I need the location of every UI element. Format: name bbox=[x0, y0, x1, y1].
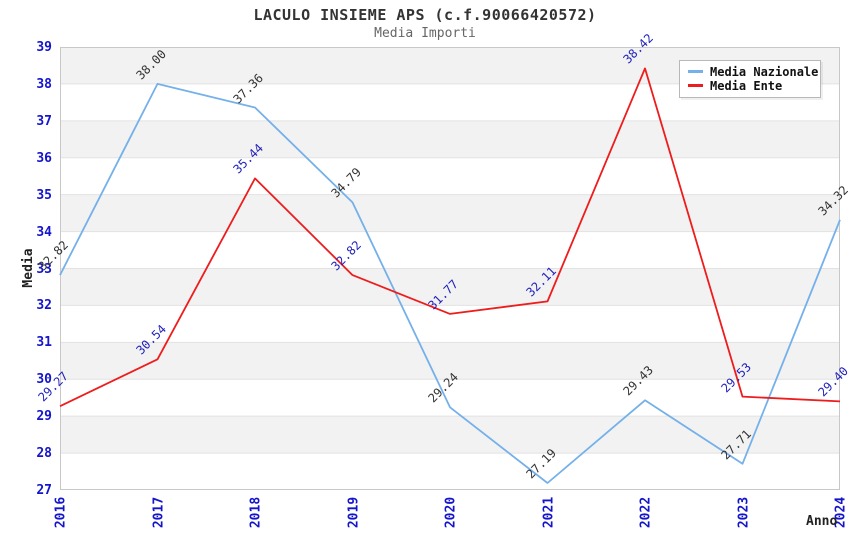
y-tick-label: 34 bbox=[36, 224, 52, 240]
legend: Media Nazionale Media Ente bbox=[679, 60, 821, 98]
grid-band bbox=[60, 379, 840, 417]
x-tick-label: 2022 bbox=[638, 496, 654, 529]
y-tick-label: 28 bbox=[36, 446, 52, 462]
series-line-media-ente bbox=[59, 67, 841, 408]
x-axis-title: Anno bbox=[806, 514, 838, 529]
plot-border bbox=[60, 47, 840, 490]
x-tick-label: 2017 bbox=[151, 496, 166, 529]
x-tick-label: 2016 bbox=[53, 496, 69, 529]
legend-swatch-media-ente-icon bbox=[688, 84, 703, 87]
y-axis-title: Media bbox=[21, 248, 36, 288]
x-tick-label: 2023 bbox=[736, 496, 751, 529]
plot-area bbox=[59, 47, 841, 490]
grid-band bbox=[60, 416, 840, 454]
x-tick-label: 2020 bbox=[443, 496, 459, 529]
x-tick-label: 2018 bbox=[248, 496, 264, 529]
grid-band bbox=[60, 305, 840, 343]
grid-band bbox=[60, 120, 840, 158]
chart-subtitle: Media Importi bbox=[374, 26, 476, 41]
y-tick-label: 35 bbox=[36, 187, 52, 203]
y-tick-label: 30 bbox=[36, 372, 52, 388]
x-tick-label: 2021 bbox=[541, 496, 556, 529]
y-tick-label: 36 bbox=[36, 150, 52, 166]
legend-swatch-media-nazionale-icon bbox=[688, 70, 703, 73]
grid-band bbox=[60, 453, 840, 490]
y-tick-label: 33 bbox=[36, 261, 52, 277]
series-line-media-nazionale bbox=[59, 83, 841, 484]
y-tick-label: 38 bbox=[36, 76, 52, 92]
legend-label-media-ente: Media Ente bbox=[710, 79, 783, 93]
y-tick-label: 31 bbox=[36, 335, 52, 351]
y-tick-label: 27 bbox=[36, 483, 52, 498]
grid-band bbox=[60, 342, 840, 380]
legend-item-media-nazionale: Media Nazionale bbox=[688, 65, 818, 79]
legend-label-media-nazionale: Media Nazionale bbox=[710, 65, 819, 79]
y-tick-label: 29 bbox=[36, 409, 52, 425]
legend-item-media-ente: Media Ente bbox=[688, 79, 812, 93]
y-tick-label: 39 bbox=[36, 40, 52, 55]
grid-band bbox=[60, 194, 840, 232]
x-tick-label: 2019 bbox=[346, 496, 361, 529]
y-tick-label: 32 bbox=[36, 298, 52, 314]
y-tick-label: 37 bbox=[36, 113, 52, 129]
grid-band bbox=[60, 231, 840, 269]
grid-band bbox=[60, 157, 840, 195]
chart-title: LACULO INSIEME APS (c.f.90066420572) bbox=[253, 6, 597, 24]
